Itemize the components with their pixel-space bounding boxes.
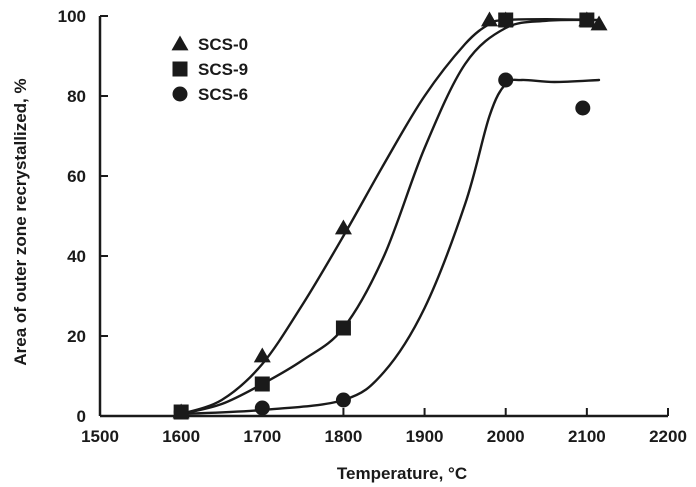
y-tick-label: 100 xyxy=(58,7,86,26)
legend-label: SCS-6 xyxy=(198,85,248,104)
point-scs-9 xyxy=(254,376,270,392)
y-axis-title: Area of outer zone recrystallized, % xyxy=(11,78,30,365)
point-scs-0 xyxy=(253,347,271,363)
point-scs-9 xyxy=(579,12,595,28)
axes xyxy=(98,16,668,418)
x-tick-label: 2100 xyxy=(568,427,606,446)
point-scs-6 xyxy=(498,72,514,88)
x-tick-label: 1600 xyxy=(162,427,200,446)
legend-label: SCS-9 xyxy=(198,60,248,79)
legend: SCS-0 SCS-9 SCS-6 xyxy=(171,35,248,104)
legend-marker-scs-6 xyxy=(172,86,188,102)
y-tick-label: 0 xyxy=(77,407,86,426)
legend-marker-scs-9 xyxy=(172,61,188,77)
y-tick-label: 40 xyxy=(67,247,86,266)
x-ticks: 1500 1600 1700 1800 1900 2000 2100 2200 xyxy=(81,408,687,446)
curve-scs-6 xyxy=(179,78,601,416)
x-tick-label: 1700 xyxy=(243,427,281,446)
point-scs-6 xyxy=(335,392,351,408)
y-ticks: 0 20 40 60 80 100 xyxy=(58,7,108,426)
x-tick-label: 2200 xyxy=(649,427,687,446)
data-markers xyxy=(172,11,608,420)
x-tick-label: 2000 xyxy=(487,427,525,446)
x-tick-label: 1500 xyxy=(81,427,119,446)
legend-label: SCS-0 xyxy=(198,35,248,54)
point-scs-0 xyxy=(480,11,498,27)
point-scs-6 xyxy=(575,100,591,116)
point-scs-6 xyxy=(254,400,270,416)
point-scs-0 xyxy=(590,15,608,31)
y-tick-label: 80 xyxy=(67,87,86,106)
y-tick-label: 20 xyxy=(67,327,86,346)
x-axis-title: Temperature, °C xyxy=(337,464,467,483)
point-scs-9 xyxy=(498,12,514,28)
point-scs-6 xyxy=(173,404,189,420)
legend-marker-scs-0 xyxy=(171,35,189,51)
y-tick-label: 60 xyxy=(67,167,86,186)
point-scs-0 xyxy=(334,219,352,235)
point-scs-9 xyxy=(335,320,351,336)
x-tick-label: 1800 xyxy=(325,427,363,446)
x-tick-label: 1900 xyxy=(406,427,444,446)
